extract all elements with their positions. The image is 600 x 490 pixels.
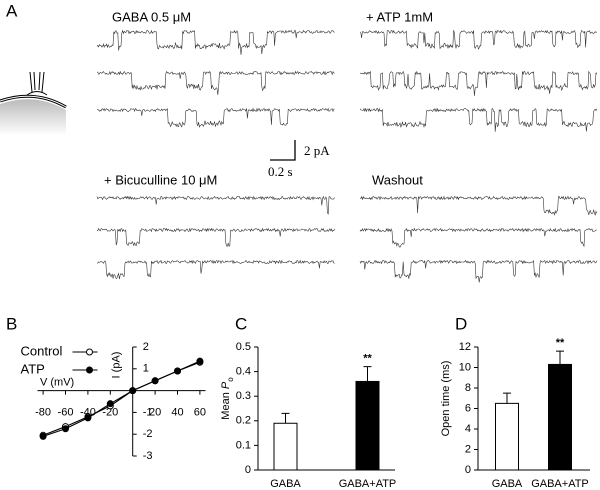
y-tick-label: 2	[143, 341, 149, 353]
y-tick-label: 0	[465, 464, 471, 476]
point	[174, 367, 181, 375]
trace	[359, 259, 598, 283]
bar	[273, 422, 298, 471]
y-axis-label: Mean Po	[220, 377, 235, 420]
error-bar	[503, 392, 511, 404]
y-tick-label: 0	[245, 464, 251, 476]
significance: **	[363, 353, 372, 365]
significance: **	[556, 337, 565, 349]
point	[129, 387, 137, 395]
scale-label: 2 pA	[304, 143, 330, 158]
panel-letter: B	[6, 314, 17, 333]
y-tick-label: 0.5	[236, 341, 251, 353]
trace	[96, 29, 335, 55]
y-axis-label: I (pA)	[111, 352, 123, 379]
scale-bar	[270, 140, 296, 161]
legend-marker	[86, 366, 93, 374]
y-tick-label: 10	[459, 361, 471, 373]
condition-label: GABA 0.5 μM	[112, 9, 191, 24]
error-bar	[363, 366, 372, 382]
point	[84, 414, 92, 422]
panel-letter: D	[455, 314, 467, 333]
trace	[359, 70, 598, 96]
legend-marker	[86, 348, 93, 356]
trace	[96, 70, 335, 95]
trace	[96, 227, 335, 247]
legend-label: ATP	[21, 361, 45, 376]
x-tick-label: 60	[194, 407, 206, 419]
trace	[96, 259, 335, 280]
y-axis-label-part: P	[220, 381, 232, 389]
y-tick-label: 0.4	[236, 366, 251, 378]
y-tick-label: -2	[143, 428, 153, 440]
condition-label: Washout	[372, 172, 423, 187]
y-tick-label: 4	[465, 423, 471, 435]
bar	[548, 363, 572, 471]
y-tick-label: -1	[143, 406, 153, 418]
y-axis-label-part: Open time (ms)	[440, 361, 452, 437]
y-tick-label: 2	[465, 443, 471, 455]
panel-letter: C	[235, 314, 247, 333]
y-tick-label: 1	[143, 363, 149, 375]
condition-label: + ATP 1mM	[366, 9, 433, 24]
y-tick-label: 0.1	[236, 439, 251, 451]
y-tick-label: -3	[143, 450, 153, 462]
point	[62, 425, 69, 433]
point	[106, 400, 114, 408]
bar	[495, 402, 519, 471]
x-tick-label: -80	[35, 407, 51, 419]
x-tick-label: -20	[102, 407, 118, 419]
scale-label: 0.2 s	[268, 164, 293, 179]
error-bar	[281, 412, 290, 424]
trace	[359, 195, 598, 216]
trace	[96, 107, 335, 128]
x-tick-label: GABA	[492, 478, 523, 490]
x-tick-label: GABA+ATP	[339, 478, 397, 490]
y-axis-label-part: o	[226, 377, 235, 382]
x-tick-label: GABA+ATP	[531, 478, 589, 490]
point	[196, 357, 204, 365]
y-axis-label-part: Mean	[220, 389, 232, 420]
x-tick-label: 40	[171, 407, 183, 419]
trace	[359, 107, 598, 132]
y-tick-label: 0.3	[236, 390, 251, 402]
x-tick-label: 20	[149, 407, 161, 419]
panel-letter: A	[6, 1, 18, 20]
trace	[359, 29, 598, 50]
x-axis-label: V (mV)	[40, 377, 74, 389]
x-tick-label: GABA	[270, 478, 301, 490]
y-tick-label: 6	[465, 402, 471, 414]
series-line	[42, 360, 201, 437]
y-tick-label: 0.2	[236, 415, 251, 427]
traces	[96, 29, 598, 283]
y-tick-label: 12	[459, 341, 471, 353]
condition-label: + Bicuculline 10 μM	[104, 172, 217, 187]
y-tick-label: 8	[465, 382, 471, 394]
x-tick-label: -60	[58, 407, 74, 419]
trace	[96, 195, 335, 215]
error-bar	[556, 350, 564, 365]
point	[151, 377, 159, 385]
bar	[355, 380, 380, 471]
legend-label: Control	[21, 343, 63, 358]
trace	[359, 227, 597, 248]
y-axis-label: Open time (ms)	[440, 361, 452, 437]
point	[39, 432, 47, 440]
cell-cartoon	[0, 71, 67, 135]
